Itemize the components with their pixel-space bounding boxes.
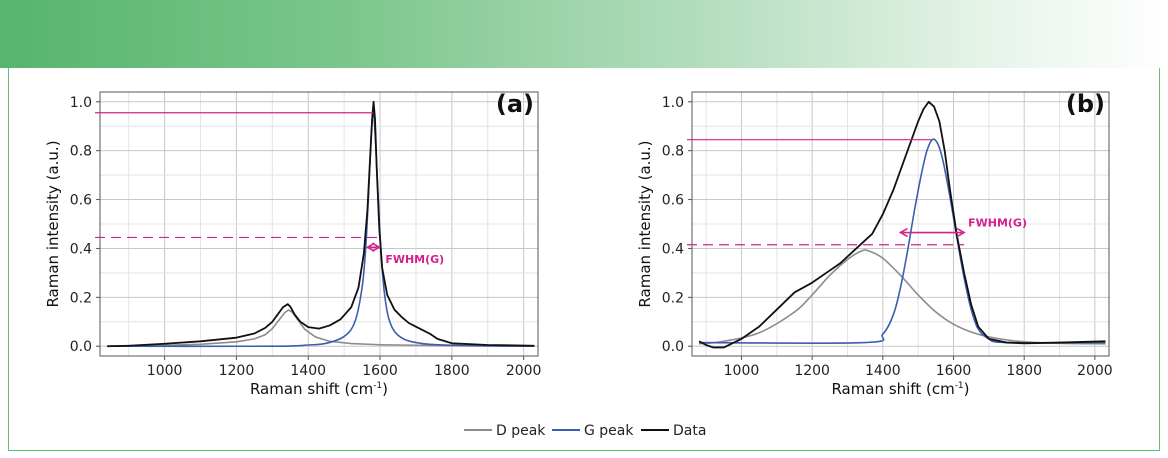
x-axis-label-superscript: -1 [955, 381, 964, 391]
y-tick-label: 0.6 [662, 193, 684, 209]
x-axis-label-end: ) [964, 380, 970, 398]
fwhm-label: FWHM(G) [968, 217, 1027, 230]
legend-label-data: Data [673, 423, 706, 439]
x-tick-label: 1200 [794, 363, 830, 379]
x-axis-label-superscript: -1 [373, 381, 382, 391]
series-group [698, 100, 1106, 349]
y-tick-label: 0.8 [70, 144, 92, 160]
y-tick-label: 0.2 [70, 290, 92, 306]
fwhm-arrow-head-left [898, 227, 908, 238]
y-tick-label: 1.0 [662, 95, 684, 111]
x-axis-label: Raman shift (cm-1) [250, 380, 388, 398]
x-tick-label: 1200 [219, 363, 255, 379]
legend: D peak G peak Data [464, 423, 706, 439]
x-tick-label: 1600 [936, 363, 972, 379]
x-tick-label: 1400 [290, 363, 326, 379]
y-tick-label: 0.4 [70, 241, 92, 257]
fwhm-arrow-head-right [956, 227, 966, 238]
y-tick-label: 0.8 [662, 144, 684, 160]
header-band [0, 0, 1168, 68]
series-data [107, 100, 535, 348]
panel-b: 1000 1200 1400 1600 1800 2000 0.0 0.2 0.4 0.6 0.8 1… [636, 90, 1113, 398]
y-tick-label: 0.0 [70, 339, 92, 355]
x-tick-label: 1000 [147, 363, 183, 379]
x-tick-label: 1400 [865, 363, 901, 379]
x-axis-label-main: Raman shift (cm [831, 380, 954, 398]
x-tick-label: 2000 [1077, 363, 1113, 379]
x-tick-label: 1800 [434, 363, 470, 379]
x-tick-label: 2000 [506, 363, 542, 379]
series-g-peak [699, 138, 1106, 344]
series-d-peak [107, 309, 535, 348]
x-tick-label: 1800 [1006, 363, 1042, 379]
axes-frame [691, 91, 1110, 357]
axes-frame [99, 91, 539, 357]
y-tick-label: 0.2 [662, 290, 684, 306]
series-d-peak [698, 249, 1106, 345]
fwhm-arrow-head-right [371, 242, 381, 252]
fwhm-label: FWHM(G) [385, 253, 444, 266]
series-data [698, 100, 1106, 349]
y-axis-label: Raman intensity (a.u.) [636, 140, 654, 307]
y-tick-label: 0.6 [70, 193, 92, 209]
legend-label-d-peak: D peak [496, 423, 546, 439]
panel-label: (a) [496, 90, 534, 118]
fwhm-arrow-head-left [365, 242, 375, 252]
panel-label: (b) [1066, 90, 1105, 118]
y-axis-label: Raman intensity (a.u.) [44, 140, 62, 307]
y-tick-label: 1.0 [70, 95, 92, 111]
panel-a: 1000 1200 1400 1600 1800 2000 0.0 0.2 0.4 0.6 0.8 1… [44, 90, 541, 398]
legend-label-g-peak: G peak [584, 423, 634, 439]
y-tick-label: 0.4 [662, 241, 684, 257]
series-group [107, 100, 535, 348]
x-axis-label-main: Raman shift (cm [250, 380, 373, 398]
x-tick-label: 1600 [362, 363, 398, 379]
x-tick-label: 1000 [724, 363, 760, 379]
x-axis-label: Raman shift (cm-1) [831, 380, 969, 398]
x-axis-label-end: ) [382, 380, 388, 398]
y-tick-label: 0.0 [662, 339, 684, 355]
